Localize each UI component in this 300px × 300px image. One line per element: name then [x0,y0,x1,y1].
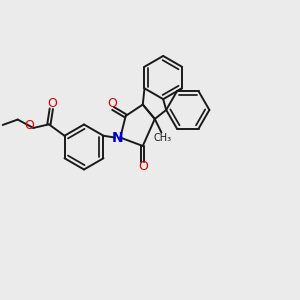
Text: CH₃: CH₃ [154,133,172,143]
Text: N: N [112,130,124,145]
Text: O: O [107,97,117,110]
Text: O: O [48,97,58,110]
Text: O: O [138,160,148,173]
Text: O: O [24,119,34,132]
